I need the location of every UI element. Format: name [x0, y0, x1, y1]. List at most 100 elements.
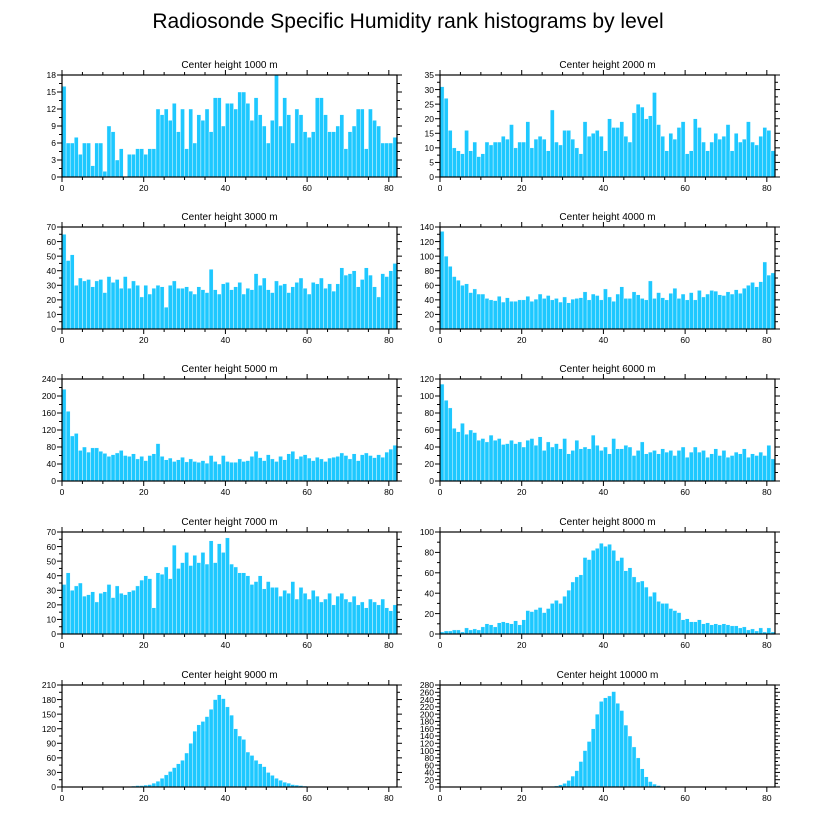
histogram-bar — [155, 572, 161, 635]
histogram-bar — [315, 595, 320, 635]
histogram-bar — [339, 267, 345, 330]
histogram-bar — [204, 462, 210, 482]
histogram-bar — [315, 283, 320, 330]
histogram-bar — [274, 461, 279, 482]
histogram-bar — [582, 750, 588, 788]
histogram-bar — [261, 125, 267, 178]
histogram-bar — [180, 108, 185, 178]
histogram-bar — [331, 604, 336, 635]
histogram-bar — [347, 131, 353, 178]
histogram-bar — [78, 277, 83, 330]
histogram-bar — [611, 127, 616, 178]
histogram-bar — [368, 455, 373, 482]
histogram-bar — [229, 563, 234, 635]
histogram-bar — [221, 283, 226, 330]
histogram-bar — [578, 761, 584, 788]
histogram-bar — [249, 584, 255, 635]
histogram-bar — [562, 130, 567, 178]
histogram-bar — [261, 460, 267, 482]
histogram-bar — [114, 279, 120, 330]
histogram-bar — [274, 74, 279, 178]
histogram-bar — [496, 296, 502, 330]
x-tick-label: 20 — [517, 335, 527, 345]
histogram-bar — [615, 127, 620, 178]
y-tick-label: 3 — [51, 155, 56, 165]
histogram-bar — [343, 148, 349, 178]
histogram-bar — [460, 285, 465, 330]
histogram-bar — [460, 153, 465, 178]
histogram-bar — [188, 565, 193, 635]
histogram-bar — [554, 298, 559, 330]
y-tick-label: 9 — [51, 121, 56, 131]
histogram-bar — [327, 457, 332, 482]
histogram-bar — [204, 292, 210, 330]
x-tick-label: 40 — [599, 793, 609, 803]
histogram-bar — [725, 624, 731, 635]
histogram-bar — [574, 770, 580, 788]
y-tick-label: 280 — [420, 680, 434, 690]
histogram-bar — [192, 293, 198, 330]
histogram-bar — [360, 279, 365, 330]
histogram-bar — [456, 431, 461, 482]
histogram-bar — [484, 441, 490, 482]
histogram-bar — [204, 716, 210, 788]
histogram-bar — [586, 448, 592, 482]
y-tick-label: 40 — [425, 768, 435, 778]
x-tick-label: 80 — [762, 335, 772, 345]
histogram-bar — [155, 108, 161, 178]
histogram-bar — [225, 537, 230, 635]
y-tick-label: 220 — [420, 702, 434, 712]
histogram-bar — [439, 383, 445, 482]
histogram-bar — [123, 276, 128, 330]
histogram-bar — [319, 458, 324, 482]
histogram-bar — [566, 302, 571, 330]
y-tick-label: 260 — [420, 687, 434, 697]
x-tick-label: 0 — [438, 640, 443, 650]
histogram-bar — [339, 114, 345, 178]
histogram-bar — [631, 291, 637, 330]
y-tick-label: 60 — [47, 237, 57, 247]
y-tick-label: 160 — [42, 408, 56, 418]
histogram-bar — [676, 612, 682, 635]
y-tick-label: 12 — [47, 104, 57, 114]
histogram-bar — [599, 701, 604, 788]
histogram-bar — [180, 562, 185, 635]
histogram-bar — [200, 289, 206, 330]
histogram-bar — [376, 604, 381, 635]
histogram-bar — [746, 285, 751, 330]
histogram-bar — [347, 273, 353, 330]
x-tick-label: 20 — [517, 487, 527, 497]
histogram-bar — [599, 543, 604, 635]
histogram-bar — [648, 596, 653, 635]
histogram-bar — [159, 574, 165, 635]
histogram-bar — [754, 144, 759, 178]
x-tick-label: 60 — [302, 487, 312, 497]
histogram-bar — [384, 607, 390, 635]
y-tick-label: 20 — [47, 295, 57, 305]
histogram-bar — [627, 298, 633, 330]
histogram-bar — [217, 463, 222, 482]
histogram-bar — [98, 593, 104, 635]
histogram-bar — [388, 270, 394, 330]
panel-3: Center height 3000 m 0 10 20 30 40 50 60 70 0 20 40… — [47, 212, 402, 345]
histogram-bar — [558, 603, 563, 635]
histogram-bar — [180, 457, 185, 482]
y-tick-label: 20 — [425, 114, 435, 124]
histogram-bar — [607, 453, 612, 482]
histogram-bar — [212, 97, 218, 178]
histogram-bar — [266, 142, 271, 178]
histogram-bar — [274, 778, 279, 788]
histogram-bar — [554, 443, 559, 482]
histogram-bar — [257, 457, 263, 482]
histogram-bar — [286, 453, 291, 482]
histogram-bar — [742, 288, 747, 330]
x-tick-label: 20 — [139, 793, 149, 803]
histogram-bar — [208, 455, 214, 482]
histogram-bar — [335, 456, 341, 482]
histogram-bar — [562, 596, 567, 635]
y-tick-label: 160 — [420, 724, 434, 734]
histogram-bar — [488, 299, 494, 330]
histogram-bar — [372, 286, 377, 330]
histogram-bar — [709, 141, 714, 178]
histogram-bar — [143, 285, 148, 330]
